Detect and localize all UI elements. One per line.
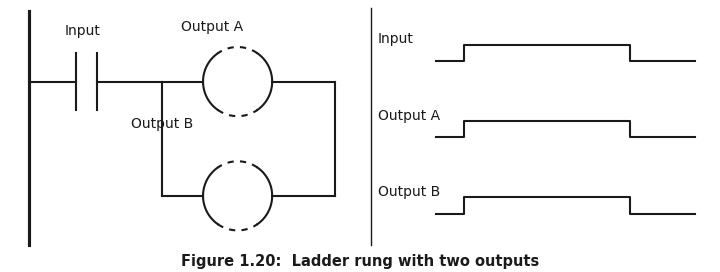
Text: Output B: Output B bbox=[131, 117, 193, 131]
Text: Output B: Output B bbox=[378, 185, 440, 199]
Text: Output A: Output A bbox=[181, 20, 243, 34]
Text: Input: Input bbox=[378, 32, 414, 47]
Text: Figure 1.20:  Ladder rung with two outputs: Figure 1.20: Ladder rung with two output… bbox=[181, 254, 539, 269]
Text: Output A: Output A bbox=[378, 109, 440, 123]
Text: Input: Input bbox=[65, 24, 101, 38]
